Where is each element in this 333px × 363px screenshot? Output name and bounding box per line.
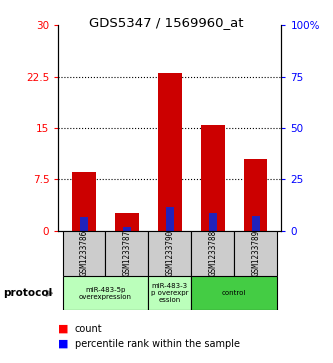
Bar xyxy=(123,228,131,231)
Text: miR-483-3
p overexpr
ession: miR-483-3 p overexpr ession xyxy=(151,283,188,303)
Bar xyxy=(72,172,96,231)
Bar xyxy=(244,159,267,231)
Bar xyxy=(149,276,191,310)
Text: ■: ■ xyxy=(58,323,69,334)
Text: miR-483-5p
overexpression: miR-483-5p overexpression xyxy=(79,287,132,299)
Text: GSM1233788: GSM1233788 xyxy=(208,230,217,276)
Bar xyxy=(80,217,88,231)
Bar xyxy=(115,213,139,231)
Text: count: count xyxy=(75,323,103,334)
Text: ■: ■ xyxy=(58,339,69,349)
Bar xyxy=(208,213,217,231)
Bar xyxy=(63,276,149,310)
Text: GSM1233789: GSM1233789 xyxy=(251,230,260,276)
Bar xyxy=(234,231,277,276)
Text: GDS5347 / 1569960_at: GDS5347 / 1569960_at xyxy=(89,16,244,29)
Text: GSM1233786: GSM1233786 xyxy=(80,230,89,276)
Text: protocol: protocol xyxy=(3,288,53,298)
Bar xyxy=(201,125,224,231)
Bar xyxy=(191,231,234,276)
Bar xyxy=(106,231,149,276)
Text: GSM1233790: GSM1233790 xyxy=(165,230,174,276)
Bar xyxy=(166,207,174,231)
Bar xyxy=(63,231,106,276)
Bar xyxy=(149,231,191,276)
Bar xyxy=(191,276,277,310)
Bar xyxy=(158,73,181,231)
Text: GSM1233787: GSM1233787 xyxy=(123,230,132,276)
Text: control: control xyxy=(222,290,246,296)
Text: percentile rank within the sample: percentile rank within the sample xyxy=(75,339,240,349)
Bar xyxy=(251,216,260,231)
